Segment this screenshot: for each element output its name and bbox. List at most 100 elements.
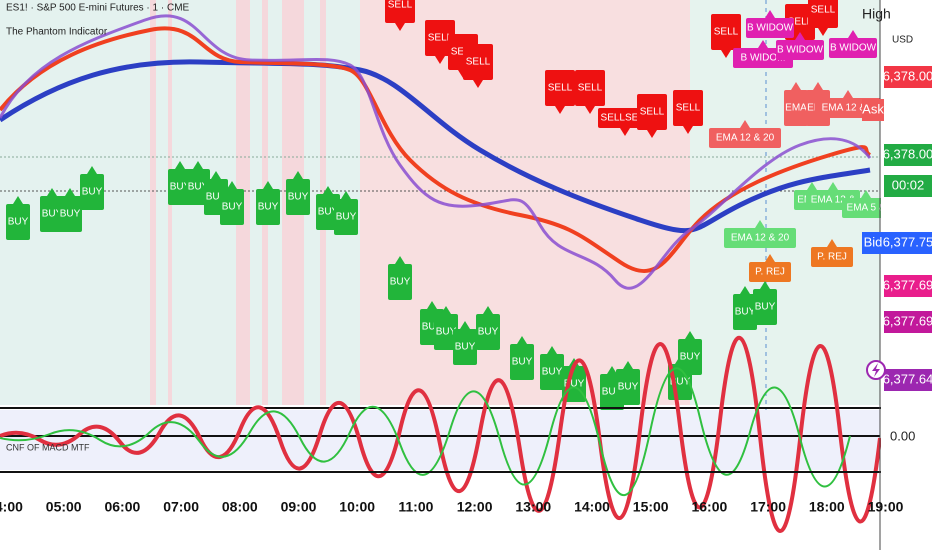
signal-pointer [441,306,451,314]
osc-line [0,367,851,496]
signal-pointer [211,171,221,179]
high-label: High [862,6,891,22]
signal-text: EMA 12 & 20 [731,233,790,244]
signal-label [385,0,415,23]
signal-pointer [827,239,837,247]
signal-pointer [765,10,775,18]
signal-text: P. REJ [817,252,847,263]
signal-text: BUY [455,342,476,353]
signal-pointer [765,254,775,262]
signal-pointer [473,80,483,88]
signal-label [334,199,358,235]
signal-pointer [620,128,630,136]
time-label: 18:00 [809,499,845,515]
signal-label [80,174,104,210]
signal-pointer [395,256,405,264]
alert-icon [872,363,880,377]
signal-label [463,44,493,80]
signal-label [746,18,794,38]
signal-label [811,247,853,267]
signal-text: BUY [670,377,691,388]
price-tag [884,311,932,333]
signal-label [753,289,777,325]
ema-slow [0,59,871,234]
time-label: 08:00 [222,499,258,515]
ema-fast [0,26,872,274]
signal-text: EMA 12 & 2 [822,103,875,114]
signal-pointer [517,336,527,344]
currency: USD [892,35,913,46]
signal-text: EMA 12 & [811,195,856,206]
signal-text: BUY [60,209,81,220]
signal-label [453,329,477,365]
signal-pointer [263,181,273,189]
price-tag-text: 6,377.64 [883,371,932,386]
time-label: 12:00 [457,499,493,515]
signal-pointer [323,186,333,194]
price-tag [884,66,932,88]
signal-text: BUY [318,207,339,218]
symbol: ES1! · S&P 500 E-mini Futures · 1 · CME [6,3,190,14]
time-label: 14:00 [574,499,610,515]
signal-label [545,70,575,106]
signal-label [256,189,280,225]
price-tag [862,232,884,254]
signal-text: BUY [755,302,776,313]
time-label: 10:00 [339,499,375,515]
signal-label [709,128,781,148]
time-label: 06:00 [104,499,140,515]
signal-pointer [547,346,557,354]
signal-pointer [843,90,853,98]
signal-label [711,14,741,50]
price-line [0,14,872,290]
signal-label [476,314,500,350]
signal-label [388,264,412,300]
signal-pointer [721,50,731,58]
signal-text: BUY [8,217,29,228]
signal-text: SELL [466,57,491,68]
signal-label [540,354,564,390]
signal-text: BUY [170,182,191,193]
signal-pointer [65,188,75,196]
price-tag [884,369,932,391]
indicator-name: The Phantom Indicator [6,27,108,38]
signal-label [678,339,702,375]
signal-pointer [341,191,351,199]
signal-text: SELL [788,17,813,28]
signal-label [776,40,824,60]
signal-label [829,38,877,58]
signal-pointer [813,82,823,90]
signal-pointer [828,182,838,190]
time-label: 11:00 [398,499,433,515]
signal-pointer [791,82,801,90]
signal-text: EMA 12 & 20 [716,133,775,144]
signal-pointer [87,166,97,174]
signal-text: BUY [735,307,756,318]
signal-text: BUY [618,382,639,393]
signal-label [842,198,890,218]
signal-text: BUY [188,182,209,193]
signal-label [510,344,534,380]
signal-label [637,94,667,130]
signal-label [434,314,458,350]
signal-pointer [585,106,595,114]
signal-text: EMA [785,103,807,114]
signal-text: BUY [602,387,623,398]
price-tags: 6,378.00 Ask 6,378.00 00:02 Bid 6,377.75 6,377… [862,66,932,391]
signal-pointer [861,190,871,198]
signal-text: SELL [388,0,413,11]
signal-pointer [740,286,750,294]
signal-label [749,262,791,282]
time-label: 04:00 [0,499,23,515]
time-label: 16:00 [691,499,727,515]
time-axis: 04:00 05:00 06:00 07:00 08:00 09:00 10:00 11:00… [0,499,904,515]
signal-pointer [807,182,817,190]
signal-pointer [647,130,657,138]
signal-text: BUY [82,187,103,198]
time-label: 19:00 [868,499,904,515]
signal-pointer [760,281,770,289]
signal-pointer [758,40,768,48]
time-label: 07:00 [163,499,199,515]
